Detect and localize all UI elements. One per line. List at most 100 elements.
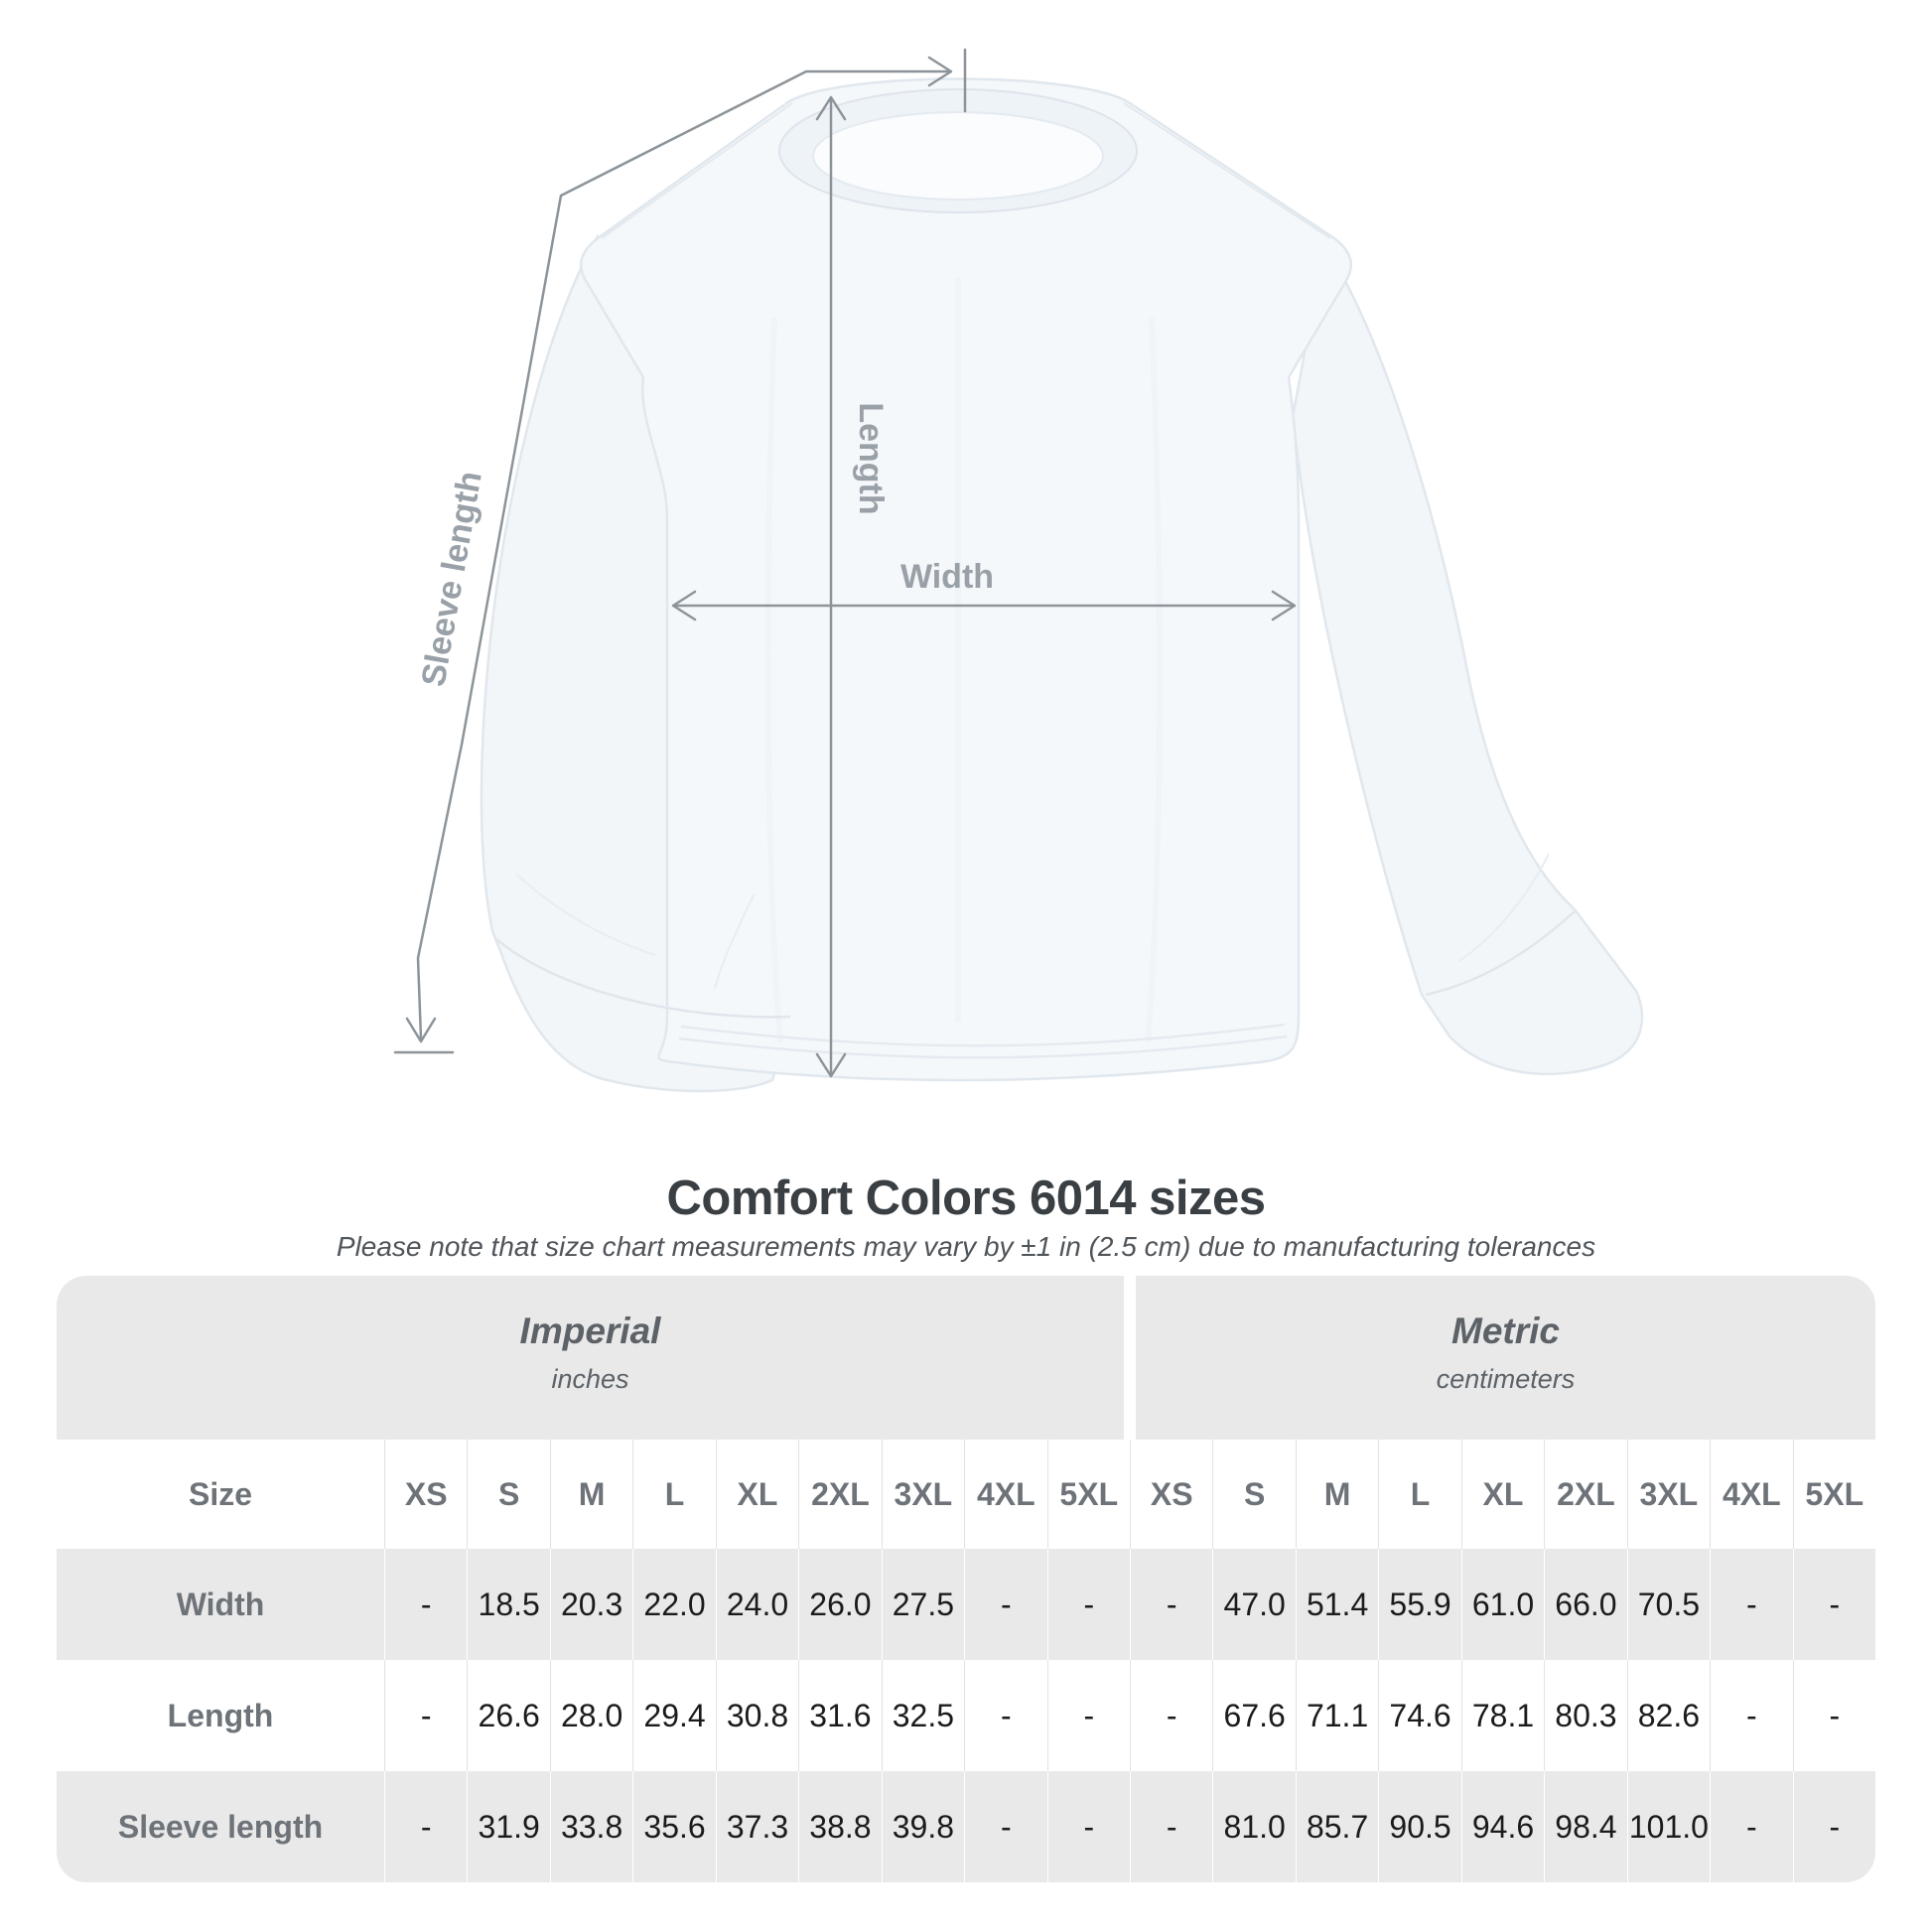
size-header-cell: L: [632, 1440, 715, 1549]
metric-group-title: Metric: [1451, 1311, 1560, 1351]
size-value-cell: 31.9: [467, 1771, 549, 1882]
size-value-cell: 67.6: [1212, 1660, 1295, 1771]
shirt-illustration: [480, 77, 1644, 1093]
metric-group-unit: centimeters: [1436, 1364, 1576, 1394]
sleeve-length-row: Sleeve length - 31.9 33.8 35.6 37.3 38.8…: [57, 1771, 1875, 1882]
row-label: Sleeve length: [117, 1808, 324, 1845]
size-value-cell: 28.0: [549, 1660, 632, 1771]
size-value-cell: 55.9: [1378, 1549, 1460, 1660]
size-value-cell: 30.8: [715, 1660, 798, 1771]
size-value-cell: 70.5: [1626, 1549, 1710, 1660]
size-value-cell: -: [1046, 1549, 1130, 1660]
shirt-hem-stitch: [678, 1023, 1288, 1059]
size-table-card: Imperial inches Metric centimeters Size …: [57, 1276, 1875, 1882]
size-value-cell: 33.8: [549, 1771, 632, 1882]
size-header-cell: XS: [384, 1440, 467, 1549]
size-value-cell: 98.4: [1544, 1771, 1626, 1882]
size-value-cell: -: [1792, 1771, 1875, 1882]
size-header-cell: XL: [715, 1440, 798, 1549]
size-value-cell: 66.0: [1544, 1549, 1626, 1660]
size-value-cell: 37.3: [715, 1771, 798, 1882]
size-value-cell: -: [1710, 1549, 1792, 1660]
size-value-cell: 101.0: [1626, 1771, 1710, 1882]
size-value-cell: 18.5: [467, 1549, 549, 1660]
shirt-collar-inner: [812, 111, 1104, 201]
size-header-cell: L: [1378, 1440, 1460, 1549]
size-value-cell: 81.0: [1212, 1771, 1295, 1882]
width-left-arrowhead: [671, 590, 697, 621]
size-value-cell: -: [1129, 1660, 1212, 1771]
size-header-cell: 2XL: [1544, 1440, 1626, 1549]
shirt-measurement-diagram: Length Width Sleeve length: [393, 48, 1644, 1093]
size-value-cell: -: [1046, 1660, 1130, 1771]
size-value-cell: 80.3: [1544, 1660, 1626, 1771]
size-value-cell: 78.1: [1460, 1660, 1544, 1771]
measurement-lines: [393, 48, 1297, 1078]
size-header-cell: M: [1295, 1440, 1378, 1549]
size-header-cell: XS: [1129, 1440, 1212, 1549]
size-value-cell: 29.4: [632, 1660, 715, 1771]
size-value-cell: -: [1129, 1771, 1212, 1882]
size-value-cell: -: [1129, 1549, 1212, 1660]
row-label: Width: [176, 1586, 265, 1622]
size-value-cell: 27.5: [881, 1549, 964, 1660]
size-value-cell: 22.0: [632, 1549, 715, 1660]
shirt-right-cuff-seam: [1425, 910, 1576, 997]
size-value-cell: -: [964, 1660, 1046, 1771]
sleeve-length-arrowhead: [405, 1017, 437, 1043]
unit-group-header-row: Imperial inches Metric centimeters: [57, 1276, 1875, 1440]
size-value-cell: -: [1792, 1549, 1875, 1660]
width-row: Width - 18.5 20.3 22.0 24.0 26.0 27.5 - …: [57, 1549, 1875, 1660]
size-value-cell: 38.8: [798, 1771, 881, 1882]
length-bottom-arrowhead: [815, 1052, 847, 1078]
size-value-cell: 26.6: [467, 1660, 549, 1771]
shoulder-leader-arrowhead: [927, 56, 953, 87]
shirt-fold-shading: [764, 278, 1163, 1043]
size-header-cell: 3XL: [881, 1440, 964, 1549]
shirt-left-cuff-seam: [495, 938, 791, 1019]
size-value-cell: 90.5: [1378, 1771, 1460, 1882]
size-header-cell: M: [549, 1440, 632, 1549]
size-header-row: Size XS S M L XL 2XL 3XL 4XL 5XL XS S M …: [57, 1440, 1875, 1549]
size-value-cell: -: [1710, 1660, 1792, 1771]
size-value-cell: 74.6: [1378, 1660, 1460, 1771]
size-value-cell: 85.7: [1295, 1771, 1378, 1882]
length-row: Length - 26.6 28.0 29.4 30.8 31.6 32.5 -…: [57, 1660, 1875, 1771]
shirt-shoulder-seams: [601, 102, 1331, 239]
width-measure-label: Width: [900, 558, 994, 596]
size-value-cell: -: [1792, 1660, 1875, 1771]
size-value-cell: 82.6: [1626, 1660, 1710, 1771]
page-title: Comfort Colors 6014 sizes: [666, 1171, 1266, 1225]
imperial-group-header: Imperial inches: [57, 1276, 1124, 1440]
size-header-cell: S: [467, 1440, 549, 1549]
size-value-cell: 24.0: [715, 1549, 798, 1660]
size-value-cell: -: [964, 1549, 1046, 1660]
size-value-cell: 26.0: [798, 1549, 881, 1660]
size-value-cell: -: [384, 1660, 467, 1771]
size-value-cell: -: [964, 1771, 1046, 1882]
size-value-cell: 20.3: [549, 1549, 632, 1660]
size-header-cell: 5XL: [1046, 1440, 1130, 1549]
size-value-cell: 31.6: [798, 1660, 881, 1771]
size-header-cell: 5XL: [1792, 1440, 1875, 1549]
shirt-right-sleeve: [1291, 232, 1644, 1075]
size-header-cell: 3XL: [1626, 1440, 1710, 1549]
size-header-cell: 2XL: [798, 1440, 881, 1549]
size-value-cell: 47.0: [1212, 1549, 1295, 1660]
size-value-cell: 35.6: [632, 1771, 715, 1882]
tolerance-note: Please note that size chart measurements…: [336, 1231, 1596, 1262]
length-measure-label: Length: [852, 402, 890, 514]
imperial-group-title: Imperial: [519, 1311, 661, 1351]
size-value-cell: 32.5: [881, 1660, 964, 1771]
metric-group-header: Metric centimeters: [1136, 1276, 1875, 1440]
size-value-cell: -: [1046, 1771, 1130, 1882]
size-value-cell: -: [384, 1549, 467, 1660]
shirt-cuff-wrinkles: [515, 853, 1550, 990]
length-top-arrowhead: [815, 95, 847, 121]
size-value-cell: 61.0: [1460, 1549, 1544, 1660]
size-header-cell: 4XL: [1710, 1440, 1792, 1549]
size-value-cell: 51.4: [1295, 1549, 1378, 1660]
width-right-arrowhead: [1271, 590, 1297, 621]
size-header-cell: XL: [1460, 1440, 1544, 1549]
